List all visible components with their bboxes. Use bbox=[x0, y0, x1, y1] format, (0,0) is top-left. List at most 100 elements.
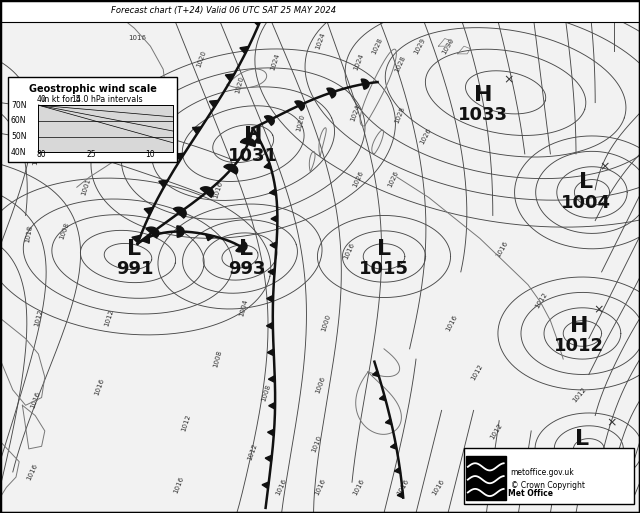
Text: 1016: 1016 bbox=[29, 391, 41, 409]
Text: 1016: 1016 bbox=[314, 478, 326, 497]
Text: 1016: 1016 bbox=[396, 478, 410, 497]
Text: ×: × bbox=[593, 304, 604, 317]
Text: 1028: 1028 bbox=[394, 55, 406, 73]
Text: 1015: 1015 bbox=[359, 260, 409, 279]
Text: metoffice.gov.uk: metoffice.gov.uk bbox=[511, 468, 575, 478]
Text: 1024: 1024 bbox=[269, 52, 281, 71]
Bar bbox=[464, 448, 634, 504]
Text: 1020: 1020 bbox=[235, 75, 245, 94]
Text: 1000: 1000 bbox=[321, 314, 332, 332]
Polygon shape bbox=[240, 46, 249, 54]
Text: 25: 25 bbox=[86, 150, 96, 159]
Text: L: L bbox=[575, 429, 589, 448]
Text: H: H bbox=[474, 85, 492, 105]
Text: Met Office: Met Office bbox=[508, 488, 552, 498]
Text: 1016: 1016 bbox=[342, 242, 355, 261]
Text: 1016: 1016 bbox=[444, 314, 458, 332]
Text: 1016: 1016 bbox=[351, 478, 365, 497]
Text: 1001: 1001 bbox=[81, 178, 92, 196]
Polygon shape bbox=[270, 242, 276, 249]
Text: 15: 15 bbox=[70, 94, 81, 104]
Text: 991: 991 bbox=[116, 260, 153, 279]
Text: 70N: 70N bbox=[11, 101, 26, 110]
Bar bbox=[466, 456, 506, 500]
Polygon shape bbox=[224, 164, 237, 174]
Polygon shape bbox=[361, 79, 369, 89]
Text: L: L bbox=[127, 239, 141, 259]
Text: 1016: 1016 bbox=[173, 476, 186, 494]
Text: 1028: 1028 bbox=[394, 106, 406, 125]
Bar bbox=[8, 77, 177, 162]
Polygon shape bbox=[265, 455, 272, 462]
Text: Forecast chart (T+24) Valid 06 UTC SAT 25 MAY 2024: Forecast chart (T+24) Valid 06 UTC SAT 2… bbox=[111, 6, 337, 15]
Polygon shape bbox=[173, 207, 186, 218]
Polygon shape bbox=[254, 137, 261, 144]
Bar bbox=[0, 0, 640, 22]
Text: 1029: 1029 bbox=[412, 37, 426, 55]
Text: 60N: 60N bbox=[11, 116, 26, 125]
Text: 1033: 1033 bbox=[458, 106, 508, 125]
Polygon shape bbox=[268, 376, 275, 382]
Text: 1016: 1016 bbox=[93, 378, 105, 397]
Polygon shape bbox=[209, 101, 219, 108]
Text: H: H bbox=[244, 126, 262, 146]
Polygon shape bbox=[268, 269, 275, 275]
Text: 1028: 1028 bbox=[371, 37, 384, 55]
Text: 1026: 1026 bbox=[387, 170, 400, 189]
Polygon shape bbox=[177, 226, 184, 237]
Polygon shape bbox=[266, 323, 273, 329]
Text: H: H bbox=[570, 316, 588, 336]
Polygon shape bbox=[385, 419, 392, 425]
Text: 1012: 1012 bbox=[180, 414, 191, 432]
Polygon shape bbox=[241, 138, 255, 147]
Text: 1012: 1012 bbox=[489, 422, 503, 440]
Text: 1018: 1018 bbox=[32, 147, 38, 166]
Text: 1008: 1008 bbox=[212, 350, 223, 368]
Text: 1016: 1016 bbox=[212, 181, 223, 199]
Text: 1016: 1016 bbox=[129, 35, 147, 42]
Text: 1016: 1016 bbox=[495, 240, 509, 258]
Polygon shape bbox=[372, 371, 379, 377]
Text: 1004: 1004 bbox=[238, 299, 248, 317]
Polygon shape bbox=[267, 295, 273, 302]
Text: ×: × bbox=[504, 73, 514, 86]
Text: 10: 10 bbox=[145, 150, 156, 159]
Polygon shape bbox=[262, 482, 269, 488]
Text: 50N: 50N bbox=[11, 132, 26, 141]
Polygon shape bbox=[264, 163, 271, 169]
Text: 1012: 1012 bbox=[571, 386, 588, 404]
Polygon shape bbox=[193, 127, 202, 134]
Polygon shape bbox=[268, 349, 274, 356]
Polygon shape bbox=[175, 153, 184, 161]
Polygon shape bbox=[394, 467, 401, 473]
Text: 1031: 1031 bbox=[228, 147, 278, 166]
Text: 1012: 1012 bbox=[33, 309, 44, 327]
Text: 1008: 1008 bbox=[58, 222, 70, 240]
Text: © Crown Copyright: © Crown Copyright bbox=[511, 481, 585, 490]
Text: 1024: 1024 bbox=[352, 52, 365, 71]
Polygon shape bbox=[268, 429, 274, 436]
Polygon shape bbox=[380, 395, 386, 401]
Polygon shape bbox=[144, 207, 153, 215]
Polygon shape bbox=[271, 215, 277, 222]
Polygon shape bbox=[141, 236, 149, 243]
Text: 40N: 40N bbox=[11, 148, 26, 157]
Text: 1026: 1026 bbox=[352, 170, 365, 189]
Text: 1006: 1006 bbox=[314, 376, 326, 394]
Polygon shape bbox=[397, 492, 403, 498]
Text: 1020: 1020 bbox=[196, 50, 207, 68]
Text: Geostrophic wind scale: Geostrophic wind scale bbox=[29, 84, 156, 93]
Polygon shape bbox=[132, 235, 141, 243]
Text: 1012: 1012 bbox=[103, 309, 115, 327]
Polygon shape bbox=[236, 242, 247, 252]
Polygon shape bbox=[390, 443, 397, 449]
Polygon shape bbox=[200, 187, 213, 198]
Text: L: L bbox=[239, 239, 253, 259]
Text: 1012: 1012 bbox=[247, 442, 259, 461]
Polygon shape bbox=[269, 189, 276, 195]
Polygon shape bbox=[269, 403, 275, 409]
Text: 1012: 1012 bbox=[470, 363, 484, 381]
Polygon shape bbox=[327, 88, 336, 98]
Text: 1016: 1016 bbox=[552, 479, 568, 496]
Bar bbox=[38, 105, 173, 152]
